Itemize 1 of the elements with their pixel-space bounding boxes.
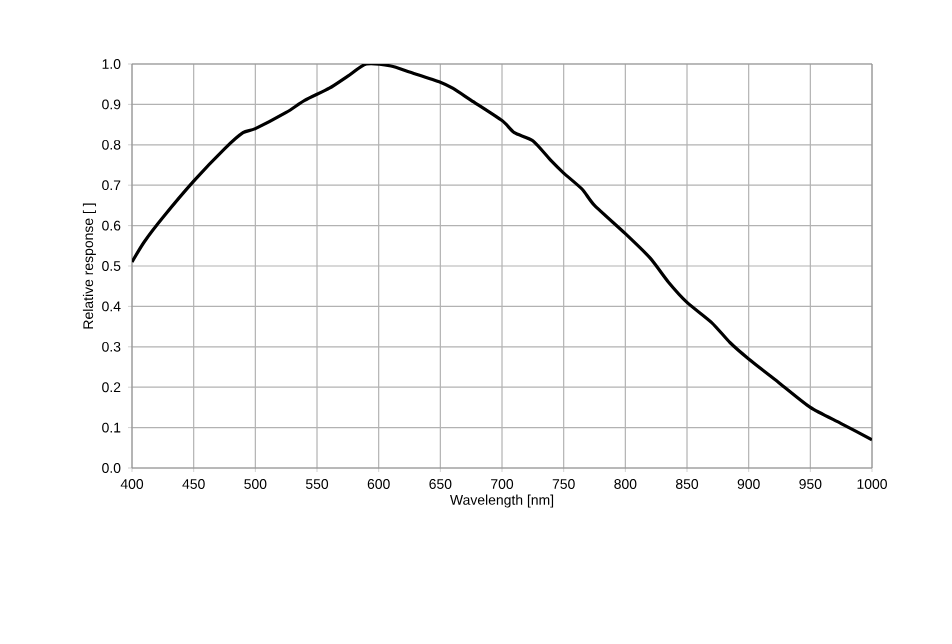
- line-series: [132, 63, 873, 442]
